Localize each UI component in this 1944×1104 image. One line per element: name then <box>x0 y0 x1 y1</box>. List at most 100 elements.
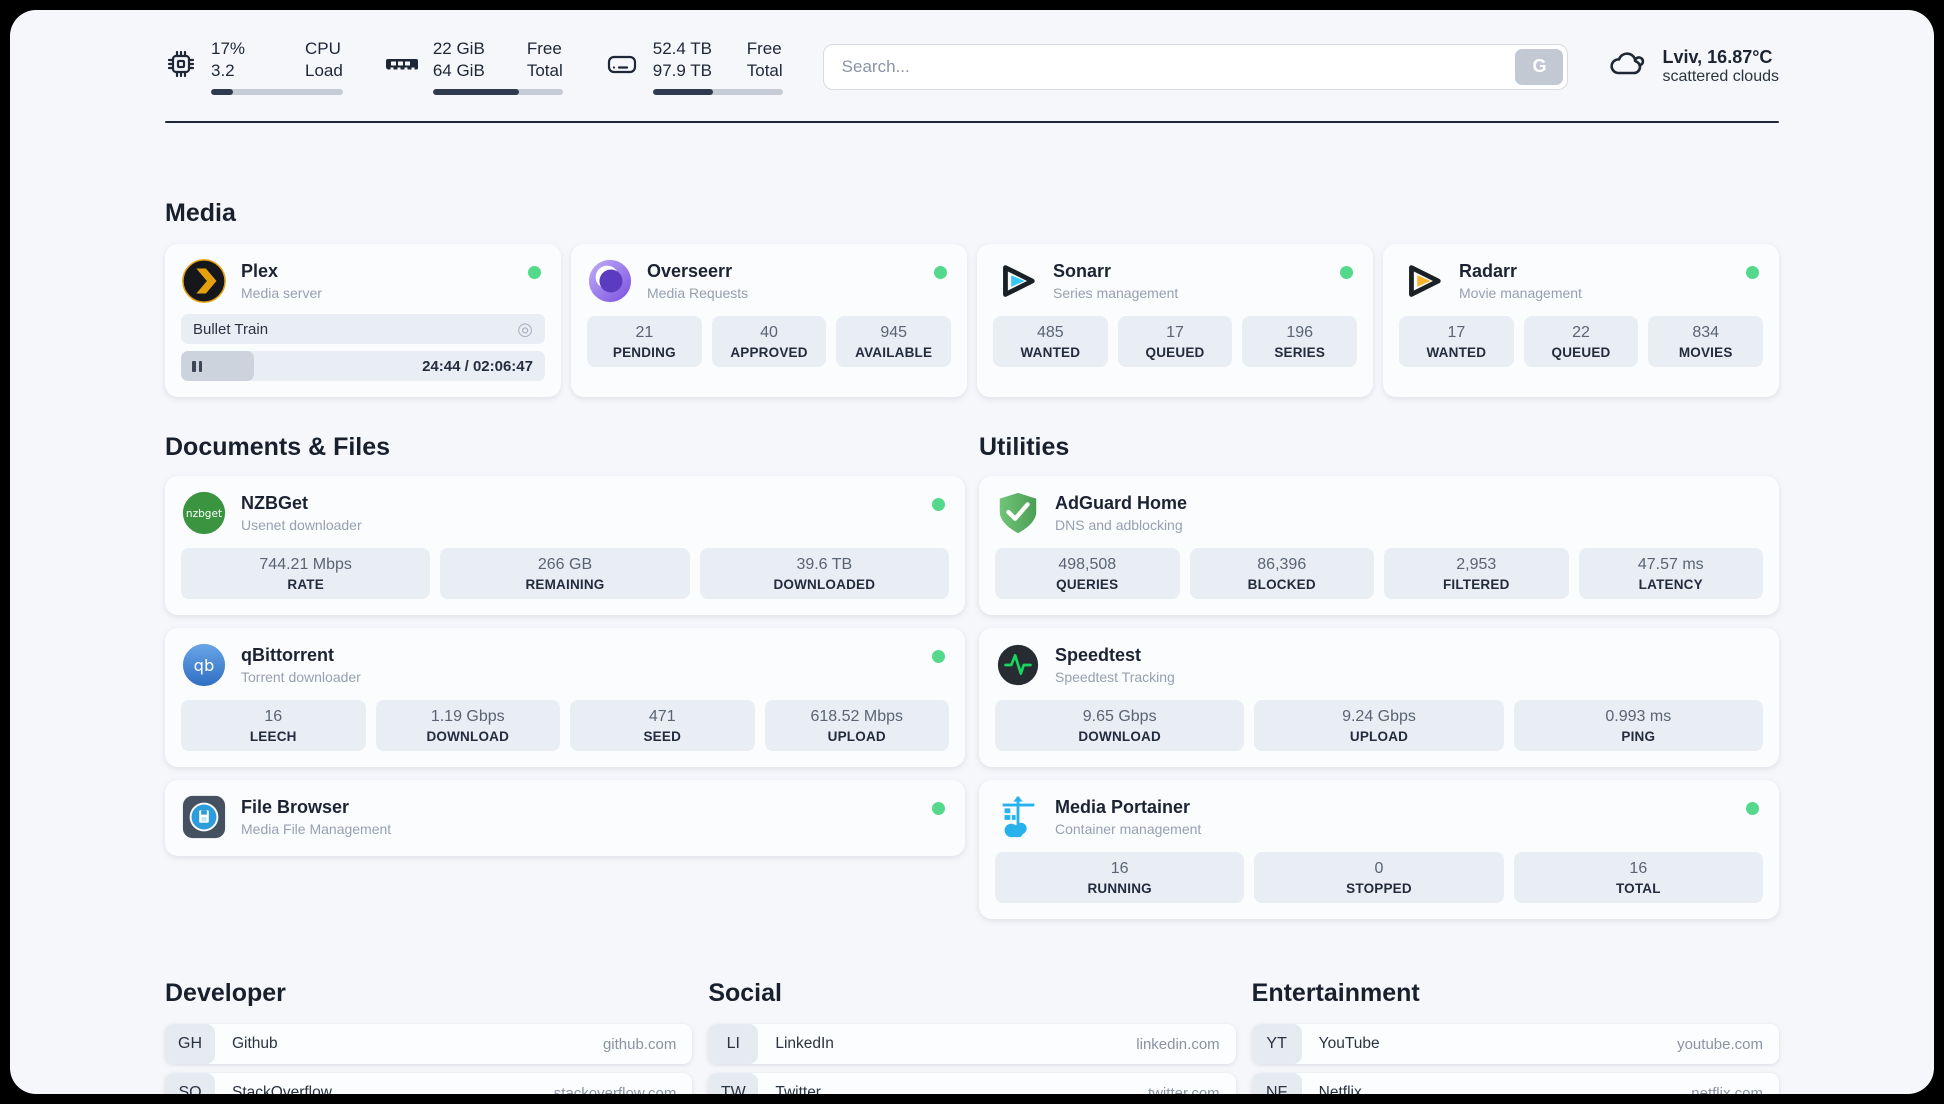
link-name: LinkedIn <box>775 1035 834 1053</box>
stat-total: 16 TOTAL <box>1513 852 1763 904</box>
status-online-dot <box>932 802 945 816</box>
svg-text:nzbget: nzbget <box>186 508 222 520</box>
ram-total: 64 GiB <box>432 61 485 81</box>
stat-queued: 17 QUEUED <box>1117 316 1233 368</box>
app-card-qbittorrent[interactable]: qb qBittorrent Torrent downloader 16 LEEC… <box>165 628 965 768</box>
link-netflix[interactable]: NF Netflix netflix.com <box>1251 1073 1779 1094</box>
stat-wanted: 485 WANTED <box>993 316 1108 368</box>
weather-location-temp: Lviv, 16.87°C <box>1662 47 1773 68</box>
stat-queries: 498,508 QUERIES <box>995 548 1180 600</box>
header: 17% 3.2 CPU Load <box>165 38 1779 96</box>
link-name: YouTube <box>1318 1035 1380 1053</box>
weather-condition: scattered clouds <box>1662 68 1779 86</box>
link-url: github.com <box>602 1035 677 1053</box>
stat-ping: 0.993 ms PING <box>1513 700 1763 752</box>
stat-stopped: 0 STOPPED <box>1254 852 1504 904</box>
capture-icon[interactable]: ◎ <box>517 319 533 340</box>
link-abbr: LI <box>708 1024 759 1065</box>
section-title-utilities: Utilities <box>979 433 1070 462</box>
disk-progress-fill <box>652 89 713 96</box>
header-divider <box>165 121 1779 124</box>
disk-label-1: Free <box>746 39 782 58</box>
weather-widget: Lviv, 16.87°C scattered clouds <box>1608 47 1779 86</box>
link-linkedin[interactable]: LI LinkedIn linkedin.com <box>708 1024 1236 1065</box>
section-title-media: Media <box>165 199 236 228</box>
app-card-nzbget[interactable]: nzbget NZBGet Usenet downloader 744.21 M… <box>165 476 965 616</box>
sonarr-icon <box>993 258 1039 304</box>
link-url: twitter.com <box>1147 1084 1220 1094</box>
app-card-portainer[interactable]: Media Portainer Container management 16 R… <box>979 780 1779 920</box>
utilities-column: Utilities <box>979 433 1779 920</box>
status-online-dot <box>1746 266 1759 280</box>
cpu-progress-track <box>211 89 343 96</box>
stat-wanted: 17 WANTED <box>1399 316 1514 368</box>
link-youtube[interactable]: YT YouTube youtube.com <box>1251 1024 1779 1065</box>
pause-icon[interactable] <box>192 360 202 372</box>
stat-seed: 471 SEED <box>570 700 755 752</box>
app-name: NZBGet <box>241 492 308 513</box>
cpu-load-value: 3.2 <box>211 61 235 81</box>
google-search-button[interactable]: G <box>1515 48 1564 85</box>
app-name: File Browser <box>241 796 350 817</box>
app-name: Overseerr <box>647 260 733 281</box>
app-card-filebrowser[interactable]: File Browser Media File Management <box>165 780 965 857</box>
now-playing-title: Bullet Train <box>193 320 269 338</box>
section-title-entertainment: Entertainment <box>1251 979 1420 1008</box>
app-name: AdGuard Home <box>1055 492 1188 513</box>
app-description: Usenet downloader <box>241 517 362 534</box>
link-abbr: NF <box>1251 1073 1302 1094</box>
app-description: Container management <box>1055 821 1202 838</box>
link-abbr: SO <box>165 1073 215 1094</box>
app-description: Media Requests <box>647 285 749 302</box>
entertainment-section: Entertainment YT YouTube youtube.com NF … <box>1251 979 1779 1094</box>
cpu-label-1: CPU <box>305 39 341 58</box>
link-url: stackoverflow.com <box>553 1084 677 1094</box>
app-card-sonarr[interactable]: Sonarr Series management 485 WANTED 17 QUE… <box>977 244 1373 398</box>
link-abbr: TW <box>708 1073 759 1094</box>
link-stackoverflow[interactable]: SO StackOverflow stackoverflow.com <box>165 1073 693 1094</box>
status-online-dot <box>528 266 541 280</box>
app-description: Speedtest Tracking <box>1055 669 1175 686</box>
nzbget-icon: nzbget <box>181 490 227 536</box>
app-card-overseerr[interactable]: Overseerr Media Requests 21 PENDING 40 APP… <box>571 244 967 398</box>
app-name: qBittorrent <box>241 644 334 665</box>
status-online-dot <box>1746 802 1759 816</box>
app-description: Torrent downloader <box>241 669 361 686</box>
media-grid: Plex Media server Bullet Train ◎ 24:44 /… <box>165 244 1779 398</box>
stat-approved: 40 APPROVED <box>711 316 827 368</box>
filebrowser-icon <box>181 794 227 840</box>
link-github[interactable]: GH Github github.com <box>165 1024 693 1065</box>
link-abbr: YT <box>1251 1024 1302 1065</box>
section-title-developer: Developer <box>165 979 286 1008</box>
link-abbr: GH <box>165 1024 215 1065</box>
stat-rate: 744.21 Mbps RATE <box>181 548 431 600</box>
app-card-speedtest[interactable]: Speedtest Speedtest Tracking 9.65 Gbps DO… <box>979 628 1779 768</box>
cpu-icon <box>165 48 197 85</box>
svg-text:qb: qb <box>194 656 215 675</box>
app-name: Speedtest <box>1055 644 1142 665</box>
stat-pending: 21 PENDING <box>587 316 702 368</box>
system-stats: 17% 3.2 CPU Load <box>165 38 783 96</box>
ram-icon <box>385 48 419 85</box>
cpu-stat: 17% 3.2 CPU Load <box>165 38 343 96</box>
stat-leech: 16 LEECH <box>181 700 366 752</box>
app-description: Media server <box>241 285 322 302</box>
link-name: Github <box>232 1035 278 1053</box>
radarr-icon <box>1399 258 1445 304</box>
app-card-adguard[interactable]: AdGuard Home DNS and adblocking 498,508 Q… <box>979 476 1779 616</box>
link-name: Twitter <box>775 1084 821 1094</box>
disk-progress-track <box>652 89 783 96</box>
app-card-plex[interactable]: Plex Media server Bullet Train ◎ 24:44 /… <box>165 244 561 398</box>
app-card-radarr[interactable]: Radarr Movie management 17 WANTED 22 QUEUE… <box>1383 244 1779 398</box>
cpu-label-2: Load <box>305 61 343 81</box>
link-twitter[interactable]: TW Twitter twitter.com <box>708 1073 1236 1094</box>
status-online-dot <box>932 498 945 512</box>
search-input[interactable] <box>822 43 1569 90</box>
now-playing-row: Bullet Train ◎ <box>181 314 545 345</box>
stat-upload: 9.24 Gbps UPLOAD <box>1254 700 1504 752</box>
cloud-icon <box>1608 47 1648 86</box>
link-name: Netflix <box>1318 1084 1362 1094</box>
app-description: Movie management <box>1459 285 1582 302</box>
stat-upload: 618.52 Mbps UPLOAD <box>764 700 949 752</box>
app-name: Radarr <box>1459 260 1518 281</box>
